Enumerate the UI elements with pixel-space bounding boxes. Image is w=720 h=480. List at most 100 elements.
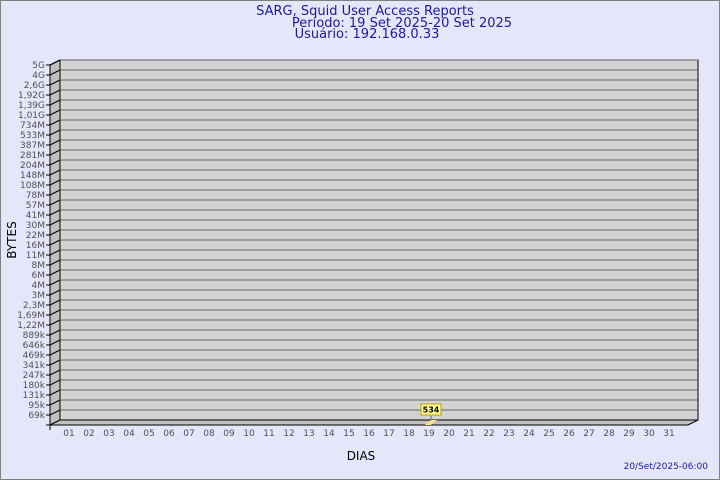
x-axis-label: DIAS	[347, 449, 376, 463]
gridline-side	[49, 399, 61, 406]
gridline-side	[49, 89, 61, 96]
y-tick-label: 1,39G	[18, 101, 45, 111]
x-tick-label: 18	[403, 429, 415, 439]
gridline-side	[49, 209, 61, 216]
gridline-side	[49, 229, 61, 236]
gridline-side	[49, 369, 61, 376]
x-tick-label: 16	[363, 429, 375, 439]
x-tick-label: 05	[143, 429, 154, 439]
y-tick-label: 1,69M	[17, 311, 45, 321]
gridline-side	[49, 349, 61, 356]
x-tick-label: 15	[343, 429, 354, 439]
x-tick-label: 03	[103, 429, 114, 439]
gridline-side	[49, 109, 61, 116]
gridline-side	[49, 409, 61, 416]
y-tick-label: 646k	[23, 341, 46, 351]
chart-title: SARG, Squid User Access Reports	[256, 4, 474, 19]
gridline-side	[49, 139, 61, 146]
x-tick-label: 06	[163, 429, 175, 439]
x-tick-label: 14	[323, 429, 335, 439]
gridline-side	[49, 379, 61, 386]
x-tick-label: 20	[443, 429, 455, 439]
y-tick-label: 1,92G	[18, 91, 45, 101]
gridline-side	[49, 299, 61, 306]
gridline-side	[49, 309, 61, 316]
y-tick-label: 4M	[32, 281, 46, 291]
y-tick-label: 281M	[20, 151, 45, 161]
y-tick-label: 180k	[23, 381, 46, 391]
y-tick-label: 11M	[26, 251, 45, 261]
y-tick-label: 2,3M	[23, 301, 45, 311]
y-tick-label: 1,22M	[17, 321, 45, 331]
gridline-side	[49, 329, 61, 336]
y-tick-label: 469k	[23, 351, 46, 361]
gridline-side	[49, 289, 61, 296]
x-tick-label: 12	[283, 429, 294, 439]
y-tick-label: 148M	[20, 171, 45, 181]
y-tick-label: 3M	[32, 291, 46, 301]
y-tick-label: 4G	[32, 71, 45, 81]
y-tick-label: 95k	[28, 401, 45, 411]
x-tick-label: 13	[303, 429, 314, 439]
y-tick-label: 2,6G	[24, 81, 45, 91]
footer-timestamp: 20/Set/2025-06:00	[624, 462, 709, 472]
gridline-side	[49, 129, 61, 136]
y-tick-label: 57M	[26, 201, 45, 211]
y-tick-label: 5G	[32, 61, 45, 71]
x-tick-label: 01	[63, 429, 74, 439]
gridline-side	[49, 159, 61, 166]
y-tick-label: 30M	[26, 221, 45, 231]
y-tick-label: 8M	[32, 261, 46, 271]
y-tick-label: 387M	[20, 141, 45, 151]
y-tick-label: 22M	[26, 231, 45, 241]
y-tick-label: 6M	[32, 271, 46, 281]
x-tick-label: 04	[123, 429, 135, 439]
x-tick-label: 10	[243, 429, 255, 439]
data-bar	[425, 420, 437, 425]
y-tick-label: 247k	[23, 371, 46, 381]
y-tick-label: 734M	[20, 121, 45, 131]
chart-period: Período: 19 Set 2025-20 Set 2025	[292, 16, 512, 31]
gridline-side	[49, 69, 61, 76]
y-tick-label: 533M	[20, 131, 45, 141]
gridline-side	[49, 189, 61, 196]
gridline-side	[49, 389, 61, 396]
x-tick-label: 09	[223, 429, 235, 439]
y-tick-label: 889k	[23, 331, 46, 341]
gridline-side	[49, 239, 61, 246]
gridline-side	[49, 249, 61, 256]
y-tick-label: 204M	[20, 161, 45, 171]
gridline-side	[49, 269, 61, 276]
x-tick-label: 26	[563, 429, 575, 439]
y-axis-label: BYTES	[5, 221, 19, 258]
x-tick-label: 07	[183, 429, 194, 439]
x-tick-label: 02	[83, 429, 94, 439]
x-tick-label: 24	[523, 429, 535, 439]
x-tick-label: 19	[423, 429, 435, 439]
gridline-side	[49, 59, 61, 66]
y-tick-label: 108M	[20, 181, 45, 191]
x-tick-label: 27	[583, 429, 594, 439]
gridline-side	[49, 99, 61, 106]
gridline-side	[49, 259, 61, 266]
y-tick-label: 341k	[23, 361, 46, 371]
gridline-side	[49, 339, 61, 346]
gridline-side	[49, 199, 61, 206]
x-tick-label: 17	[383, 429, 394, 439]
y-tick-label: 78M	[26, 191, 45, 201]
gridline-side	[49, 319, 61, 326]
gridline-side	[49, 79, 61, 86]
plot-floor	[49, 419, 699, 426]
gridline-side	[49, 169, 61, 176]
x-tick-label: 21	[463, 429, 474, 439]
y-tick-label: 1,01G	[18, 111, 45, 121]
x-tick-label: 22	[483, 429, 494, 439]
x-tick-label: 08	[203, 429, 215, 439]
gridline-side	[49, 359, 61, 366]
x-tick-label: 25	[543, 429, 554, 439]
gridline-side	[49, 279, 61, 286]
x-tick-label: 28	[603, 429, 615, 439]
x-tick-label: 11	[263, 429, 274, 439]
data-label-box	[420, 403, 442, 416]
